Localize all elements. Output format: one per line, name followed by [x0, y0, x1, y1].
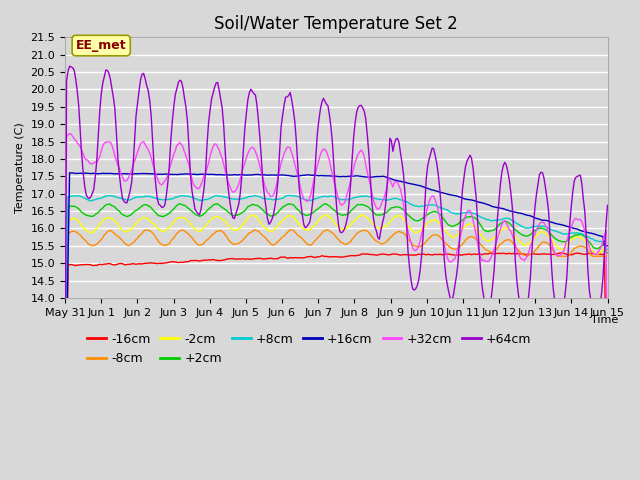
Y-axis label: Temperature (C): Temperature (C): [15, 122, 25, 213]
Title: Soil/Water Temperature Set 2: Soil/Water Temperature Set 2: [214, 15, 458, 33]
X-axis label: Time: Time: [591, 315, 618, 325]
Text: EE_met: EE_met: [76, 39, 127, 52]
Legend: -16cm, -8cm, -2cm, +2cm, +8cm, +16cm, +32cm, +64cm: -16cm, -8cm, -2cm, +2cm, +8cm, +16cm, +3…: [83, 328, 536, 370]
